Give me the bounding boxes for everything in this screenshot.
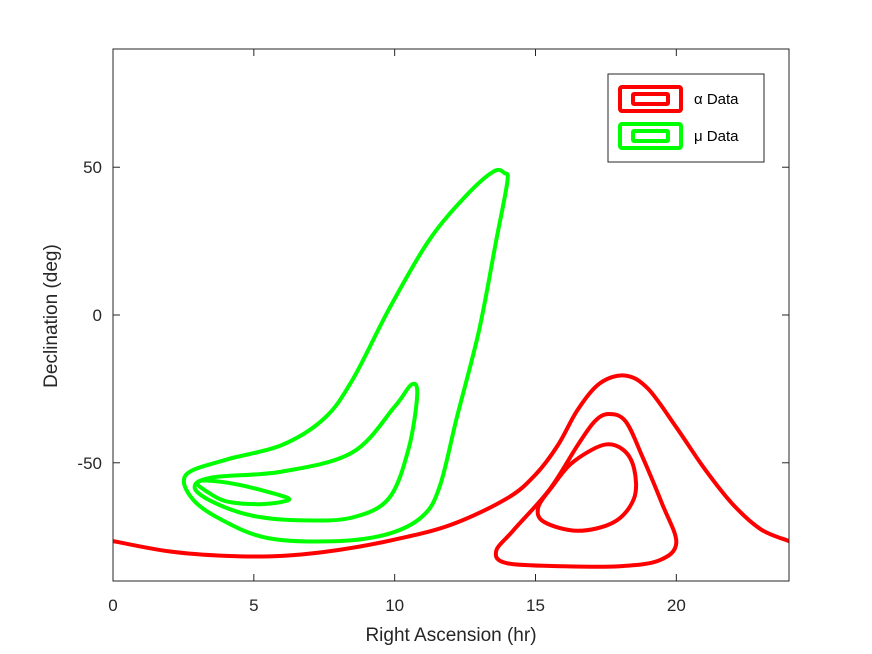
y-axis-label: Declination (deg) xyxy=(41,244,62,388)
alpha-contour-inner xyxy=(535,442,639,533)
x-tick-label: 15 xyxy=(526,596,545,615)
tick-labels: 0 5 10 15 20 -50 0 50 xyxy=(77,158,685,615)
axis-ticks xyxy=(112,49,789,581)
x-tick-label: 0 xyxy=(108,596,117,615)
mu-contour-outer xyxy=(181,167,510,544)
legend-label: α Data xyxy=(694,91,739,108)
x-tick-label: 20 xyxy=(667,596,686,615)
y-tick-label: -50 xyxy=(77,454,102,473)
contour-lines xyxy=(113,167,789,569)
alpha-contour-middle xyxy=(493,412,679,569)
y-tick-label: 50 xyxy=(83,158,102,177)
legend-swatch-outer xyxy=(618,85,683,113)
legend: α Data μ Data xyxy=(607,73,765,163)
y-tick-label: 0 xyxy=(93,306,102,325)
mu-contour-middle xyxy=(192,381,420,523)
alpha-contour-outer xyxy=(113,373,789,559)
mu-contour-inner xyxy=(195,478,292,507)
x-tick-label: 5 xyxy=(249,596,258,615)
x-axis-label: Right Ascension (hr) xyxy=(365,625,536,646)
legend-items: α Data μ Data xyxy=(618,85,739,150)
legend-swatch-inner xyxy=(631,129,670,143)
legend-label: μ Data xyxy=(694,128,739,145)
x-tick-label: 10 xyxy=(385,596,404,615)
legend-swatch-inner xyxy=(631,92,670,106)
legend-swatch-outer xyxy=(618,122,683,150)
